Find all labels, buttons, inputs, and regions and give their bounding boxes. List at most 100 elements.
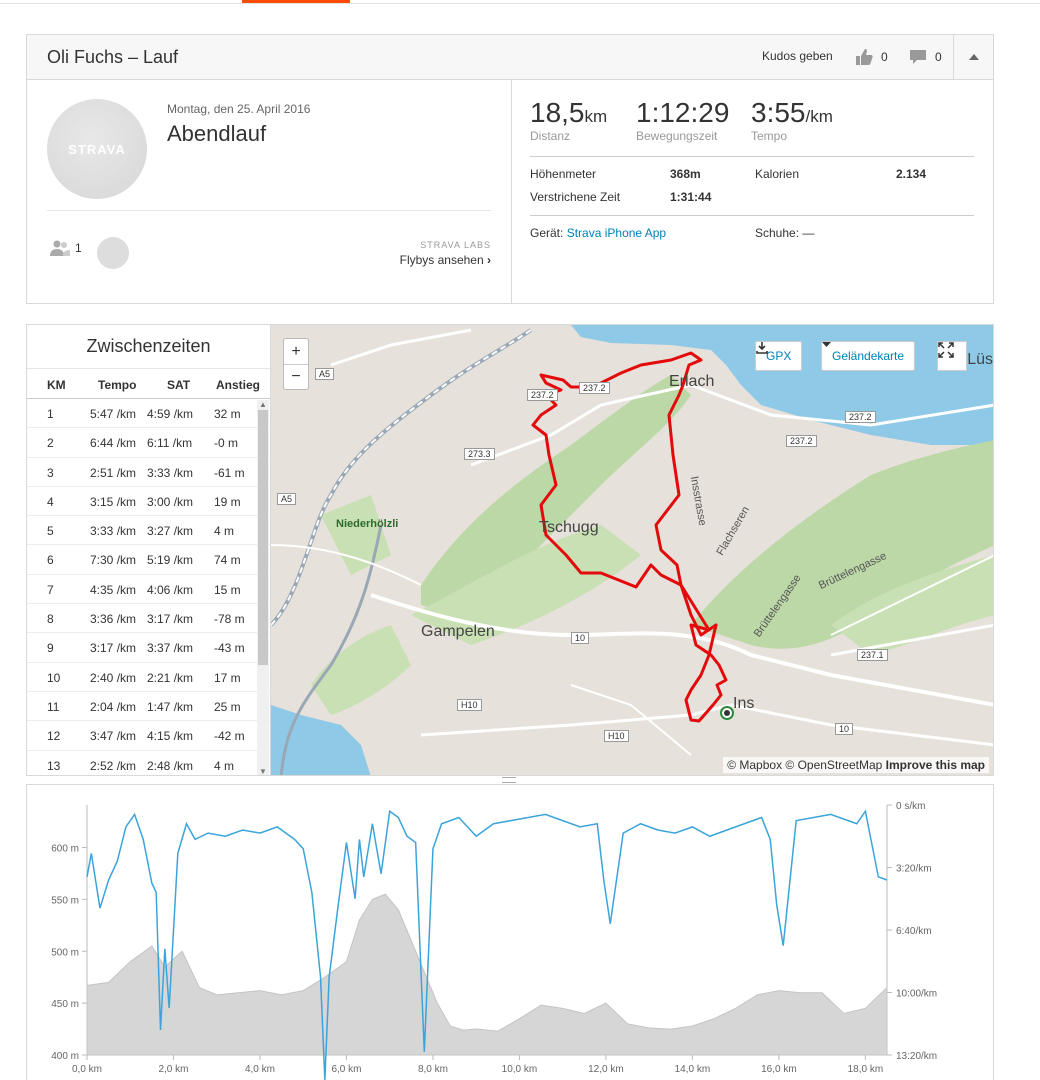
kudos-button[interactable]: 0 <box>855 47 888 67</box>
zoom-out-button[interactable]: − <box>284 364 308 389</box>
split-km: 12 <box>47 729 61 744</box>
col-gap[interactable]: SAT <box>167 378 191 392</box>
split-row[interactable]: 3 2:51 /km 3:33 /km -61 m <box>27 458 270 487</box>
road-shield-h10: H10 <box>604 730 629 742</box>
split-elevation: 74 m <box>214 553 241 568</box>
split-km: 7 <box>47 582 54 597</box>
split-pace: 3:17 /km <box>90 641 137 656</box>
activity-stats: 18,5km Distanz 1:12:29 Bewegungszeit 3:5… <box>512 80 993 304</box>
zoom-in-button[interactable]: + <box>291 342 301 360</box>
road-shield-a5: A5 <box>315 368 335 380</box>
comment-icon <box>910 50 926 64</box>
gpx-download-button[interactable]: GPX <box>755 341 803 371</box>
y-left-tick-label: 550 m <box>51 895 79 906</box>
stat-pace: 3:55/km Tempo <box>751 97 833 144</box>
split-row[interactable]: 4 3:15 /km 3:00 /km 19 m <box>27 487 270 517</box>
split-row[interactable]: 5 3:33 /km 3:27 /km 4 m <box>27 516 270 546</box>
split-row[interactable]: 11 2:04 /km 1:47 /km 25 m <box>27 692 270 722</box>
split-gap: 4:59 /km <box>147 407 194 421</box>
split-elevation: -61 m <box>214 465 245 480</box>
split-gap: 2:21 /km <box>147 670 194 685</box>
split-elevation: -43 m <box>214 641 245 656</box>
road-shield-237-2: 237.2 <box>845 411 876 423</box>
split-pace: 7:30 /km <box>90 553 137 568</box>
calories-label: Kalorien <box>755 167 800 181</box>
y-right-tick-label: 6:40/km <box>896 926 932 937</box>
split-km: 4 <box>47 494 54 509</box>
split-row[interactable]: 6 7:30 /km 5:19 /km 74 m <box>27 545 270 575</box>
col-elevation[interactable]: Anstieg <box>216 378 261 392</box>
distance-label: Distanz <box>530 129 571 143</box>
splits-header: KM Tempo SAT Anstieg <box>27 369 270 399</box>
calories-value: 2.134 <box>896 167 927 181</box>
split-pace: 2:52 /km <box>90 758 137 773</box>
resize-handle[interactable] <box>502 777 516 783</box>
split-gap: 2:48 /km <box>147 758 194 773</box>
split-gap: 4:06 /km <box>147 582 194 597</box>
split-row[interactable]: 13 2:52 /km 2:48 /km 4 m <box>27 751 270 775</box>
split-row[interactable]: 7 4:35 /km 4:06 /km 15 m <box>27 575 270 605</box>
x-tick-label: 2,0 km <box>158 1064 188 1075</box>
splits-scrollbar[interactable]: ▲ ▼ <box>257 400 269 776</box>
y-left-tick-label: 500 m <box>51 947 79 958</box>
flyby-link[interactable]: Flybys ansehen › <box>400 253 491 267</box>
split-pace: 3:36 /km <box>90 612 137 627</box>
scroll-down-icon[interactable]: ▼ <box>259 767 267 776</box>
collapse-button[interactable] <box>953 35 994 79</box>
scroll-up-icon[interactable]: ▲ <box>259 400 267 409</box>
x-tick-label: 8,0 km <box>418 1064 448 1075</box>
col-pace[interactable]: Tempo <box>98 378 137 392</box>
split-pace: 6:44 /km <box>90 436 137 451</box>
map-label-niederholzli: Niederhölzli <box>336 518 399 530</box>
divider <box>530 215 974 216</box>
elevation-pace-chart[interactable]: 400 m 450 m 500 m 550 m 600 m 0 s/km 3:20/km 6:… <box>26 784 994 1080</box>
split-gap: 3:17 /km <box>147 612 194 627</box>
download-icon <box>756 342 768 354</box>
fullscreen-button[interactable] <box>937 341 967 371</box>
map-label-tschugg: Tschugg <box>539 519 599 536</box>
splits-rows: 1 5:47 /km 4:59 /km 32 m 2 6:44 /km 6:11 /km -0… <box>27 399 270 775</box>
split-gap: 3:00 /km <box>147 494 194 509</box>
split-elevation: 17 m <box>214 670 241 685</box>
activity-card: Oli Fuchs – Lauf Kudos geben 0 0 STRAVA … <box>26 34 994 304</box>
split-row[interactable]: 10 2:40 /km 2:21 /km 17 m <box>27 663 270 692</box>
caret-down-icon <box>822 342 831 347</box>
comment-button[interactable]: 0 <box>909 47 942 67</box>
top-nav-bar <box>0 0 1040 4</box>
athlete-avatar[interactable]: STRAVA <box>47 99 147 199</box>
device-link[interactable]: Strava iPhone App <box>566 226 667 240</box>
split-row[interactable]: 12 3:47 /km 4:15 /km -42 m <box>27 721 270 751</box>
attribution-text[interactable]: © Mapbox © OpenStreetMap <box>727 758 883 772</box>
splits-title: Zwischenzeiten <box>27 325 270 369</box>
avatar-logo: STRAVA <box>68 141 126 157</box>
split-pace: 2:51 /km <box>90 465 137 480</box>
y-left-tick-label: 400 m <box>51 1051 79 1062</box>
split-pace: 5:47 /km <box>90 407 137 421</box>
route-map[interactable]: + − GPX Geländekarte Erlach Tschugg Gamp… <box>270 324 994 776</box>
improve-map-link[interactable]: Improve this map <box>885 758 985 772</box>
map-canvas <box>271 325 993 775</box>
chart-svg: 400 m 450 m 500 m 550 m 600 m 0 s/km 3:20/km 6:… <box>51 801 937 1080</box>
split-row[interactable]: 2 6:44 /km 6:11 /km -0 m <box>27 428 270 458</box>
pace-line <box>86 809 888 1080</box>
road-shield-237-2: 237.2 <box>786 435 817 447</box>
split-row[interactable]: 9 3:17 /km 3:37 /km -43 m <box>27 633 270 663</box>
elevation-label: Höhenmeter <box>530 167 597 181</box>
map-layer-dropdown[interactable]: Geländekarte <box>821 341 916 371</box>
x-tick-label: 10,0 km <box>502 1064 538 1075</box>
group-athlete-avatar[interactable] <box>97 237 129 269</box>
col-km[interactable]: KM <box>47 378 66 392</box>
athlete-count[interactable]: 1 <box>49 240 82 256</box>
map-label-lus: Lüs <box>967 351 993 368</box>
activity-header: Oli Fuchs – Lauf Kudos geben 0 0 <box>27 35 993 80</box>
split-row[interactable]: 8 3:36 /km 3:17 /km -78 m <box>27 604 270 634</box>
scroll-thumb[interactable] <box>258 410 268 665</box>
kudos-label[interactable]: Kudos geben <box>762 49 833 63</box>
shoes-value: — <box>802 226 815 240</box>
flyby-panel: STRAVA LABS Flybys ansehen › <box>400 240 491 267</box>
split-row[interactable]: 1 5:47 /km 4:59 /km 32 m <box>27 399 270 429</box>
activity-summary: STRAVA Montag, den 25. April 2016 Abendl… <box>27 80 512 304</box>
pace-value: 3:55 <box>751 97 806 128</box>
road-shield-237-2: 237.2 <box>527 389 558 401</box>
zoom-control: + − <box>283 338 309 390</box>
